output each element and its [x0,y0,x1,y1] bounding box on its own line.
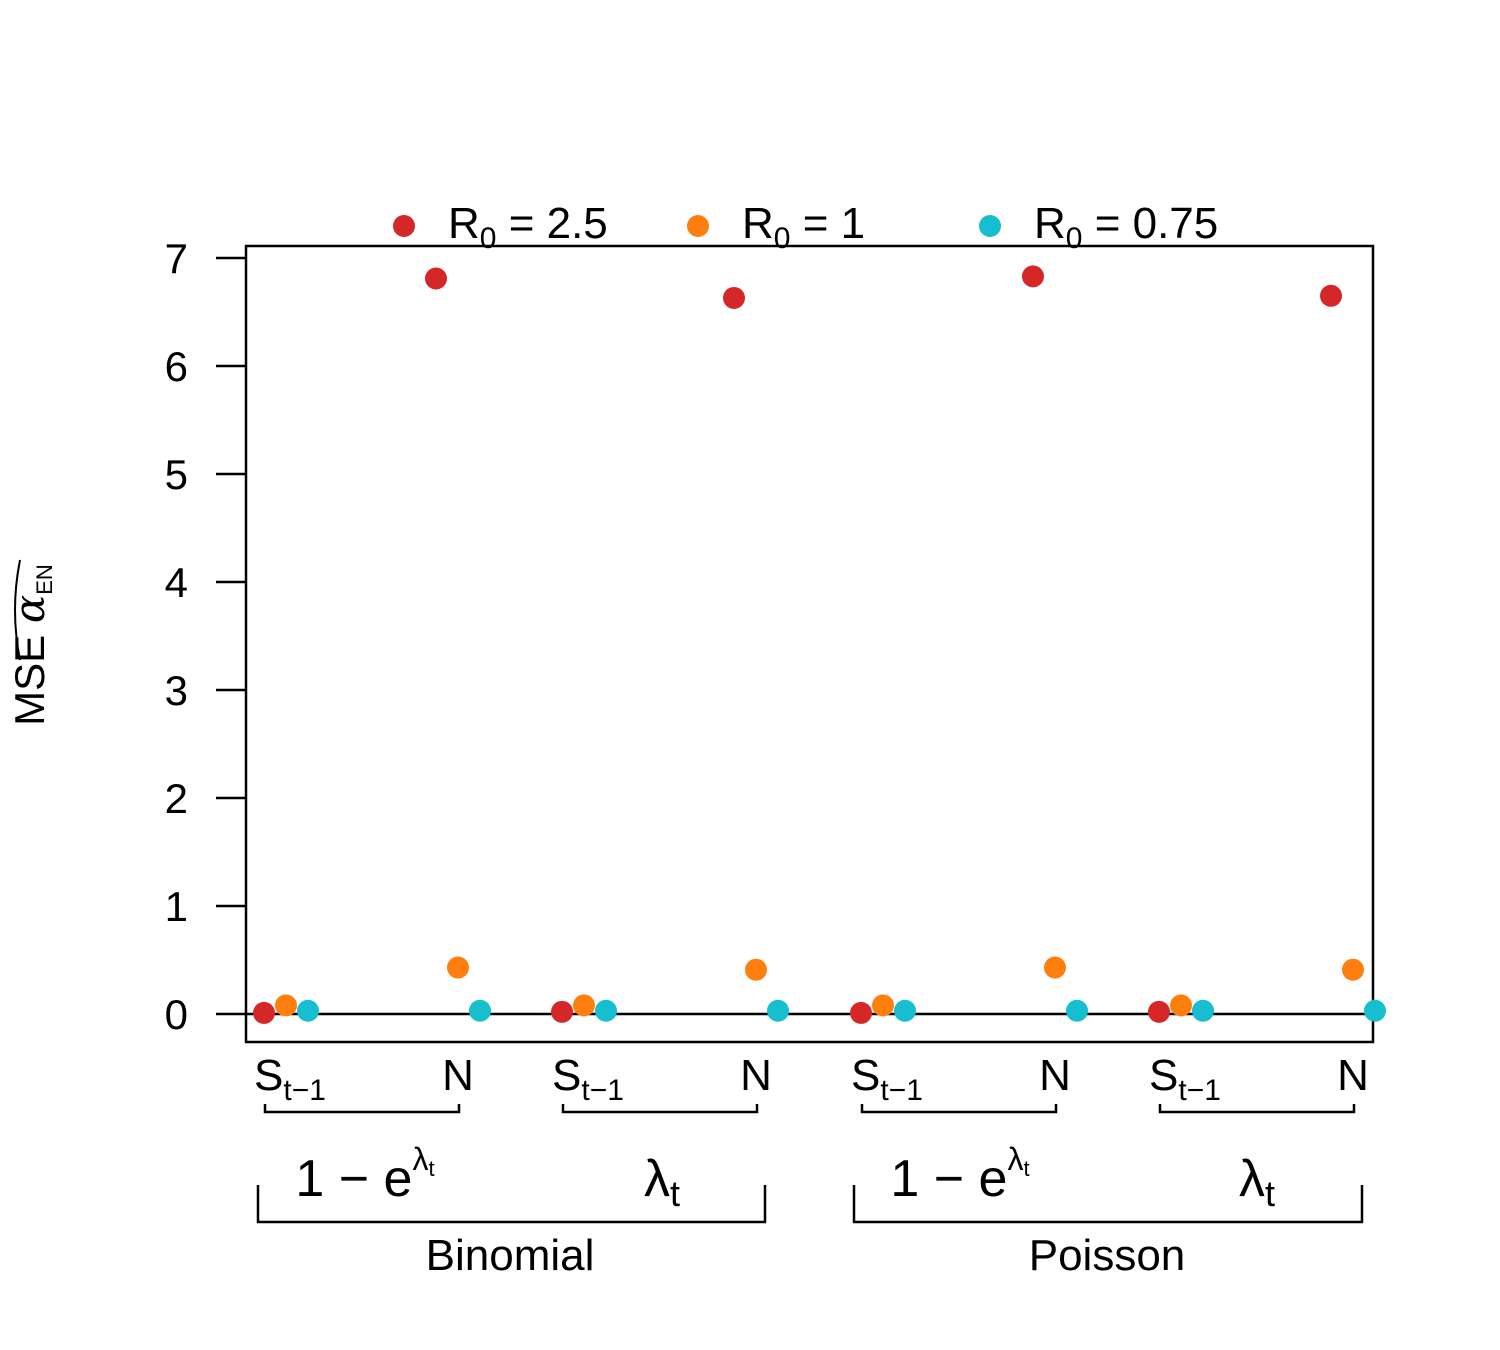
data-point [1170,994,1192,1017]
legend-label: R0 = 1 [742,199,865,255]
y-tick-label: 2 [165,775,188,822]
data-point [1364,999,1386,1022]
data-point [551,1000,573,1023]
x-category-label: N [740,1051,772,1100]
distribution-label: Binomial [426,1231,595,1280]
data-point [872,994,894,1017]
y-axis-label-hat [14,559,21,661]
link-function-base: 1 − e [295,1150,412,1208]
link-function-subscript: t [1265,1173,1275,1214]
data-point [297,999,319,1022]
y-axis-label-subscript: EN [32,564,57,595]
legend-marker [393,215,415,237]
link-function-base: 1 − e [890,1150,1007,1208]
legend-label-rest: = 2.5 [496,199,607,248]
link-group-bracket [263,1104,461,1114]
y-tick-label: 7 [165,235,188,282]
data-point [1022,265,1044,288]
legend-label: R0 = 0.75 [1034,199,1218,255]
link-function-label: λt [644,1150,680,1214]
data-point [1066,999,1088,1022]
x-category-label-base: N [1337,1051,1369,1100]
data-point [253,1001,275,1024]
legend-label-subscript: 0 [774,222,791,255]
data-point [745,958,767,981]
data-point [1342,958,1364,981]
data-point [573,994,595,1017]
data-point [1320,284,1342,307]
link-group-bracket [860,1104,1058,1114]
link-function-superscript: λ [412,1141,428,1177]
y-tick-label: 5 [165,451,188,498]
x-category-label: N [1039,1051,1071,1100]
distribution-label: Poisson [1029,1231,1186,1280]
x-category-label: St−1 [1149,1051,1221,1107]
y-tick-label: 1 [165,883,188,930]
link-function-base: λ [644,1150,670,1208]
legend-label-rest: = 1 [790,199,865,248]
legend-label-base: R [742,199,774,248]
link-group-bracket [1158,1104,1356,1114]
link-group-bracket [561,1104,759,1114]
data-point [447,956,469,979]
x-category-label-base: S [552,1051,581,1100]
y-axis-label: MSE αEN [5,564,57,726]
link-function-label: λt [1239,1150,1275,1214]
data-point [469,999,491,1022]
data-point [275,994,297,1017]
x-category-label-subscript: t−1 [581,1074,624,1107]
distribution-bracket [256,1185,767,1224]
data-point [1192,999,1214,1022]
y-axis-label-greek: α [5,595,54,623]
link-function-superscript-sub: t [1023,1156,1029,1181]
link-function-subscript: t [670,1173,680,1214]
y-axis-label-main: MSE [6,623,53,726]
y-tick-label: 3 [165,667,188,714]
x-category-label-base: N [1039,1051,1071,1100]
legend-label-base: R [1034,199,1066,248]
x-category-label: N [442,1051,474,1100]
y-tick-label: 6 [165,343,188,390]
x-category-label: St−1 [254,1051,326,1107]
legend-label-rest: = 0.75 [1082,199,1218,248]
data-point [850,1001,872,1024]
distribution-bracket [852,1185,1364,1224]
x-category-label-base: S [851,1051,880,1100]
legend-marker [979,215,1001,237]
data-point [723,286,745,309]
x-category-label-subscript: t−1 [880,1074,923,1107]
data-point [595,999,617,1022]
legend-marker [687,215,709,237]
x-category-label-base: S [254,1051,283,1100]
data-point [1148,1000,1170,1023]
link-function-label: 1 − eλt [890,1141,1029,1208]
legend-label-base: R [448,199,480,248]
legend-label-subscript: 0 [480,222,497,255]
data-point [1044,956,1066,979]
data-point [425,267,447,290]
y-tick-label: 4 [165,559,188,606]
legend-label-subscript: 0 [1066,222,1083,255]
link-function-superscript-sub: t [428,1156,434,1181]
x-category-label: St−1 [851,1051,923,1107]
data-point [894,999,916,1022]
link-function-superscript: λ [1007,1141,1023,1177]
x-category-label: N [1337,1051,1369,1100]
y-tick-label: 0 [165,991,188,1038]
x-category-label: St−1 [552,1051,624,1107]
legend-label: R0 = 2.5 [448,199,608,255]
x-category-label-base: N [740,1051,772,1100]
link-function-label: 1 − eλt [295,1141,434,1208]
x-category-label-base: S [1149,1051,1178,1100]
plot-frame [244,244,1375,1044]
x-category-label-subscript: t−1 [1178,1074,1221,1107]
x-category-label-subscript: t−1 [283,1074,326,1107]
x-category-label-base: N [442,1051,474,1100]
link-function-base: λ [1239,1150,1265,1208]
data-point [767,999,789,1022]
